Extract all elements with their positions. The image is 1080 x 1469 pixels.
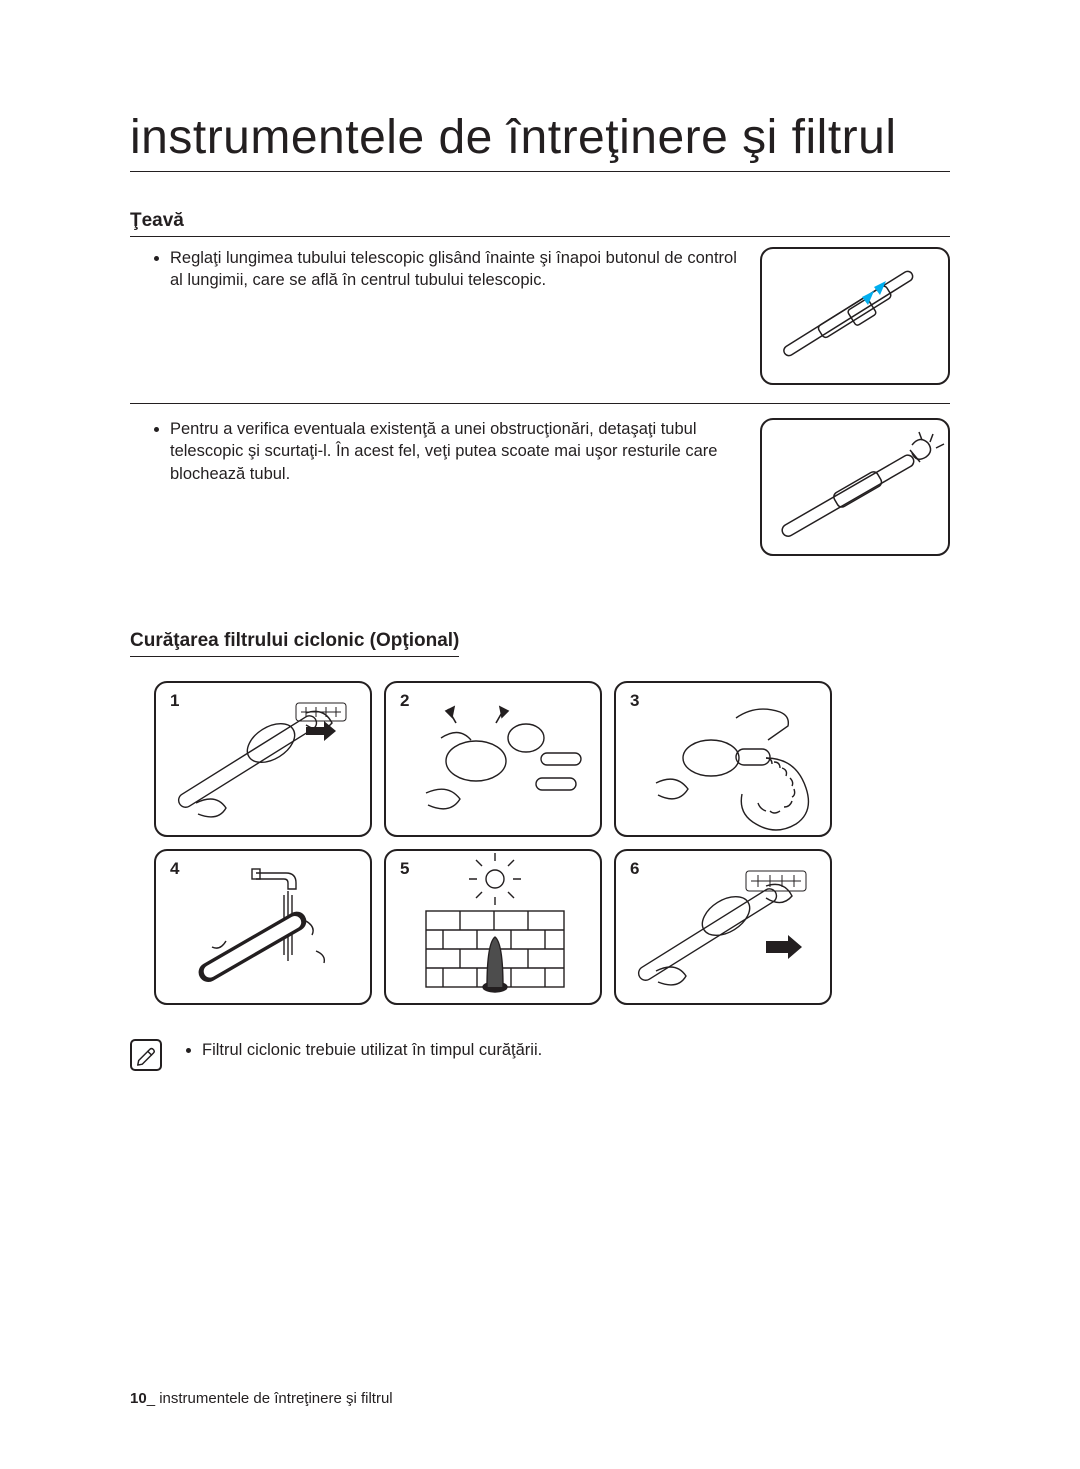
pipe-instruction-2: Pentru a verifica eventuala existenţă a … — [130, 418, 950, 556]
cyclone-step-1: 1 — [154, 681, 372, 837]
pipe-instruction-1-bullet: Reglaţi lungimea tubului telescopic glis… — [170, 247, 740, 292]
footer-sep: _ — [147, 1390, 155, 1407]
step-num-5: 5 — [400, 859, 409, 879]
cyclone-note-bullet: Filtrul ciclonic trebuie utilizat în tim… — [202, 1039, 542, 1061]
page-footer: 10_ instrumentele de întreţinere şi filt… — [130, 1390, 393, 1407]
pipe-divider — [130, 403, 950, 404]
cyclone-step-5: 5 — [384, 849, 602, 1005]
step-num-4: 4 — [170, 859, 179, 879]
cyclone-note-text: Filtrul ciclonic trebuie utilizat în tim… — [182, 1039, 542, 1061]
pipe-instruction-2-bullet: Pentru a verifica eventuala existenţă a … — [170, 418, 740, 485]
cyclone-step-3: 3 — [614, 681, 832, 837]
pipe-instruction-1-text: Reglaţi lungimea tubului telescopic glis… — [130, 247, 740, 292]
section-pipe-heading: Ţeavă — [130, 210, 950, 237]
cyclone-step-6: 6 — [614, 849, 832, 1005]
pipe-instruction-2-text: Pentru a verifica eventuala existenţă a … — [130, 418, 740, 485]
pipe-instruction-1: Reglaţi lungimea tubului telescopic glis… — [130, 247, 950, 385]
pencil-note-icon — [130, 1039, 162, 1071]
cyclone-step-2: 2 — [384, 681, 602, 837]
cyclone-step-grid: 1 2 — [154, 681, 950, 1005]
step-num-3: 3 — [630, 691, 639, 711]
pipe-figure-2 — [760, 418, 950, 556]
page-title: instrumentele de întreţinere şi filtrul — [130, 110, 950, 172]
pipe-figure-1 — [760, 247, 950, 385]
footer-text: instrumentele de întreţinere şi filtrul — [159, 1390, 392, 1407]
cyclone-note: Filtrul ciclonic trebuie utilizat în tim… — [130, 1039, 950, 1071]
footer-page-number: 10 — [130, 1390, 147, 1407]
step-num-6: 6 — [630, 859, 639, 879]
step-num-1: 1 — [170, 691, 179, 711]
step-num-2: 2 — [400, 691, 409, 711]
section-cyclone-heading: Curăţarea filtrului ciclonic (Opţional) — [130, 630, 459, 657]
cyclone-step-4: 4 — [154, 849, 372, 1005]
